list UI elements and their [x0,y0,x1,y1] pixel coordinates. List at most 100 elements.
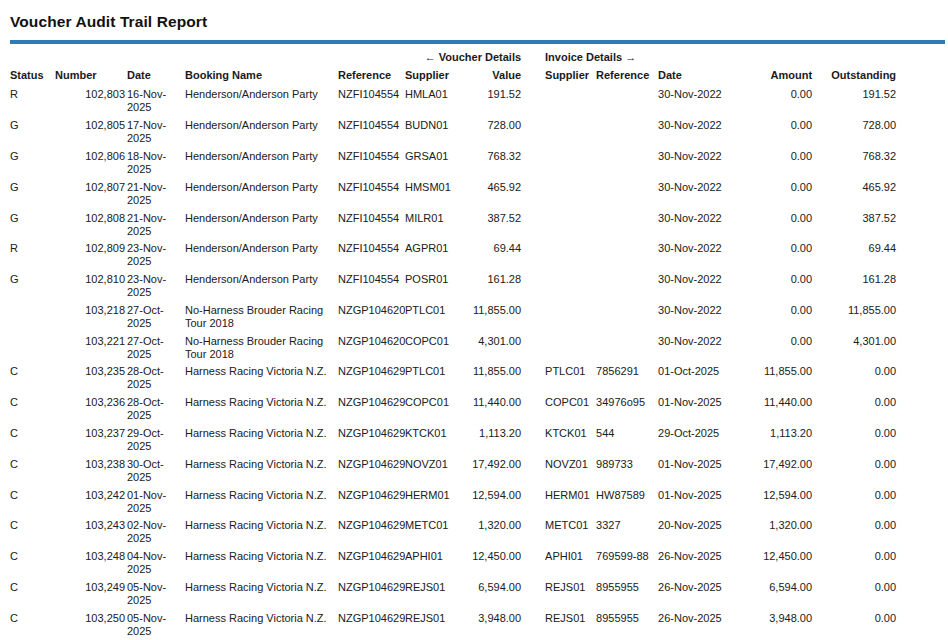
cell-date: 27-Oct-2025 [127,332,185,363]
cell-status: C [10,486,55,517]
table-row: C103,24302-Nov-2025Harness Racing Victor… [10,517,898,548]
cell-inv_reference [596,301,658,332]
cell-inv_date: 30-Nov-2022 [658,117,754,148]
table-row: C103,23729-Oct-2025Harness Racing Victor… [10,425,898,456]
cell-inv_reference: 8955955 [596,579,658,610]
cell-outstanding: 728.00 [814,117,898,148]
cell-value: 12,594.00 [468,486,523,517]
cell-status: G [10,178,55,209]
cell-value: 69.44 [468,240,523,271]
cell-inv_reference: 3327 [596,517,658,548]
cell-amount: 0.00 [754,86,814,117]
page-title: Voucher Audit Trail Report [10,13,948,31]
cell-status: G [10,148,55,179]
cell-status: R [10,240,55,271]
cell-status: C [10,548,55,579]
cell-reference: NZGP104620 [338,301,405,332]
cell-inv_date: 26-Nov-2025 [658,548,754,579]
column-header-date: Date [127,66,185,86]
cell-inv_supplier: NOVZ01 [523,455,596,486]
cell-date: 27-Oct-2025 [127,301,185,332]
cell-outstanding: 0.00 [814,394,898,425]
report-page: Voucher Audit Trail Report ← Voucher Det… [0,0,948,640]
cell-outstanding: 0.00 [814,579,898,610]
cell-amount: 6,594.00 [754,579,814,610]
voucher-details-group-header: ← Voucher Details [10,49,523,66]
cell-number: 102,805 [55,117,127,148]
table-row: C103,23830-Oct-2025Harness Racing Victor… [10,455,898,486]
cell-date: 23-Nov-2025 [127,271,185,302]
table-row: 103,21827-Oct-2025No-Harness Brouder Rac… [10,301,898,332]
cell-amount: 12,594.00 [754,486,814,517]
cell-booking: Henderson/Anderson Party [185,209,338,240]
cell-inv_reference [596,86,658,117]
cell-outstanding: 0.00 [814,548,898,579]
cell-value: 12,450.00 [468,548,523,579]
cell-outstanding: 191.52 [814,86,898,117]
cell-outstanding: 4,301.00 [814,332,898,363]
column-header-inv_supplier: Supplier [523,66,596,86]
cell-booking: Henderson/Anderson Party [185,117,338,148]
cell-inv_date: 26-Nov-2025 [658,609,754,640]
cell-supplier: HERM01 [405,486,468,517]
table-row: C103,23528-Oct-2025Harness Racing Victor… [10,363,898,394]
cell-number: 103,235 [55,363,127,394]
cell-inv_reference: HW87589 [596,486,658,517]
cell-number: 102,808 [55,209,127,240]
cell-inv_date: 26-Nov-2025 [658,579,754,610]
cell-value: 768.32 [468,148,523,179]
cell-inv_date: 30-Nov-2022 [658,86,754,117]
cell-date: 01-Nov-2025 [127,486,185,517]
cell-booking: Harness Racing Victoria N.Z. [185,455,338,486]
cell-inv_supplier [523,178,596,209]
cell-inv_date: 30-Nov-2022 [658,148,754,179]
cell-amount: 3,948.00 [754,609,814,640]
cell-supplier: MILR01 [405,209,468,240]
cell-amount: 0.00 [754,209,814,240]
cell-number: 103,221 [55,332,127,363]
cell-inv_reference [596,148,658,179]
column-header-number: Number [55,66,127,86]
cell-status: C [10,455,55,486]
cell-inv_supplier: COPC01 [523,394,596,425]
cell-booking: Harness Racing Victoria N.Z. [185,363,338,394]
cell-status: G [10,271,55,302]
cell-number: 103,218 [55,301,127,332]
cell-reference: NZFI104554 [338,86,405,117]
cell-status: C [10,363,55,394]
cell-status: G [10,209,55,240]
cell-supplier: COPC01 [405,394,468,425]
cell-amount: 0.00 [754,301,814,332]
cell-amount: 0.00 [754,240,814,271]
cell-supplier: HMLA01 [405,86,468,117]
cell-number: 102,806 [55,148,127,179]
cell-inv_date: 29-Oct-2025 [658,425,754,456]
cell-outstanding: 768.32 [814,148,898,179]
cell-booking: Harness Racing Victoria N.Z. [185,486,338,517]
cell-inv_supplier [523,148,596,179]
cell-status: C [10,425,55,456]
cell-number: 102,809 [55,240,127,271]
cell-number: 102,810 [55,271,127,302]
cell-outstanding: 0.00 [814,486,898,517]
cell-date: 16-Nov-2025 [127,86,185,117]
column-header-amount: Amount [754,66,814,86]
cell-booking: No-Harness Brouder Racing Tour 2018 [185,332,338,363]
cell-value: 11,855.00 [468,301,523,332]
cell-inv_date: 30-Nov-2022 [658,240,754,271]
column-header-value: Value [468,66,523,86]
cell-outstanding: 161.28 [814,271,898,302]
cell-inv_reference [596,117,658,148]
cell-inv_supplier [523,332,596,363]
cell-date: 04-Nov-2025 [127,548,185,579]
cell-inv_date: 30-Nov-2022 [658,332,754,363]
cell-inv_supplier: APHI01 [523,548,596,579]
cell-inv_supplier: REJS01 [523,609,596,640]
cell-value: 17,492.00 [468,455,523,486]
cell-booking: Henderson/Anderson Party [185,271,338,302]
cell-amount: 0.00 [754,148,814,179]
cell-reference: NZGP104629 [338,455,405,486]
cell-inv_supplier [523,209,596,240]
table-row: C103,25005-Nov-2025Harness Racing Victor… [10,609,898,640]
cell-reference: NZGP104629 [338,486,405,517]
